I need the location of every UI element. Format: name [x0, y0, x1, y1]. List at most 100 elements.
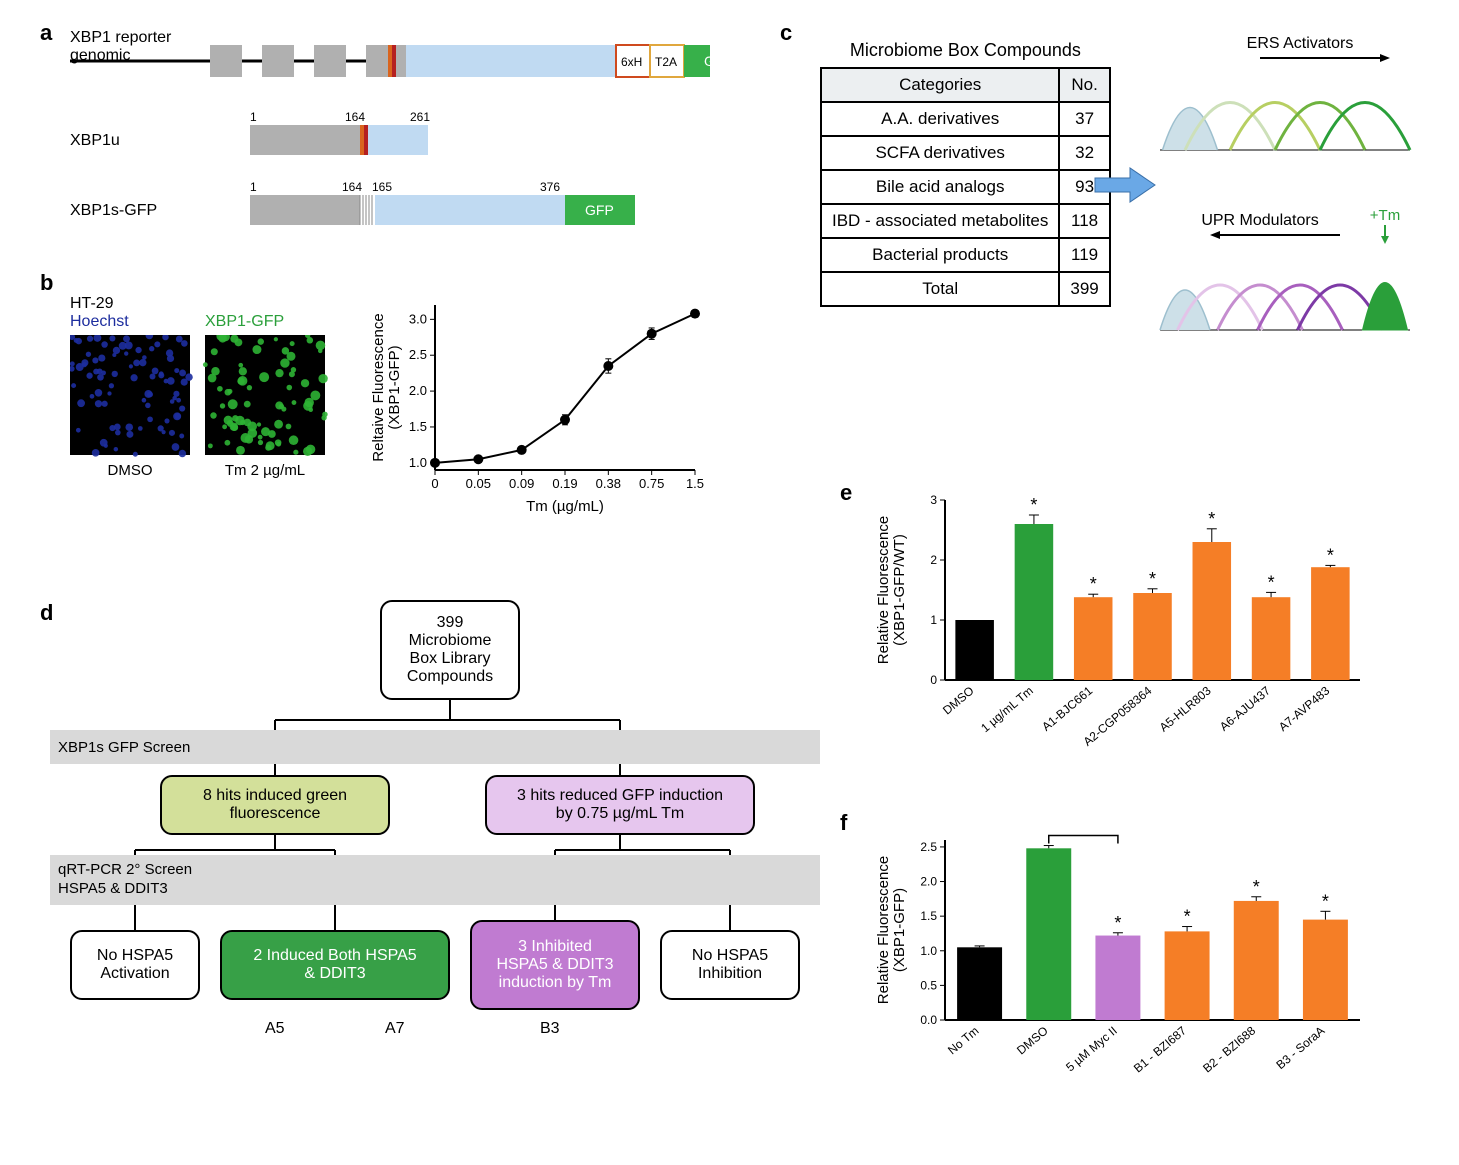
table-row: Total399	[821, 272, 1110, 306]
panel-b-images: DMSO Tm 2 µg/mL	[70, 335, 330, 505]
microbiome-table: Microbiome Box Compounds CategoriesNo. A…	[820, 40, 1111, 307]
svg-text:(XBP1-GFP/WT): (XBP1-GFP/WT)	[891, 534, 908, 646]
svg-text:ERS Activators: ERS Activators	[1247, 35, 1354, 52]
svg-text:Relative Fluorescence: Relative Fluorescence	[875, 516, 892, 664]
panel-a-svg: XBP1 reportergenomic 6xH T2A GFP XBP1u 1 164 26…	[70, 30, 710, 260]
svg-text:1: 1	[930, 613, 937, 627]
svg-text:*: *	[1030, 495, 1037, 515]
box-l2a: No HSPA5 Activation	[70, 930, 200, 1000]
label-e: e	[840, 480, 852, 506]
svg-text:6xH: 6xH	[621, 55, 642, 69]
svg-text:1.0: 1.0	[920, 944, 937, 958]
svg-text:*: *	[1114, 913, 1121, 933]
hoechst-label: Hoechst	[70, 313, 129, 331]
xbp1gfp-label: XBP1-GFP	[205, 313, 284, 331]
label-a5: A5	[265, 1020, 285, 1038]
svg-text:Tm (µg/mL): Tm (µg/mL)	[526, 498, 604, 515]
svg-text:376: 376	[540, 180, 560, 194]
svg-text:Reltaive Fluorescence: Reltaive Fluorescence	[370, 313, 387, 461]
svg-text:A5-HLR803: A5-HLR803	[1157, 683, 1214, 734]
svg-text:1.5: 1.5	[920, 909, 937, 923]
table-row: Bacterial products119	[821, 238, 1110, 272]
svg-text:165: 165	[372, 180, 392, 194]
label-b3: B3	[540, 1020, 560, 1038]
table-row: IBD - associated metabolites118	[821, 204, 1110, 238]
svg-text:XBP1 reporter: XBP1 reporter	[70, 30, 172, 46]
svg-text:+Tm: +Tm	[1370, 207, 1400, 224]
svg-text:*: *	[1322, 891, 1329, 911]
table-title: Microbiome Box Compounds	[820, 40, 1111, 67]
svg-text:164: 164	[345, 110, 365, 124]
svg-text:261: 261	[410, 110, 430, 124]
svg-text:0.38: 0.38	[596, 476, 621, 491]
panel-b: HT-29 Hoechst XBP1-GFP DMSO Tm 2 µg/mL 1.…	[70, 295, 710, 515]
svg-text:0.75: 0.75	[639, 476, 664, 491]
svg-text:5 µM Myc II: 5 µM Myc II	[1063, 1024, 1120, 1075]
figure: a b c d e f XBP1 reportergenomic6xHT2AGF…	[20, 20, 1439, 1145]
svg-text:No Tm: No Tm	[945, 1024, 981, 1058]
box-l1b: 3 hits reduced GFP induction by 0.75 µg/…	[485, 775, 755, 835]
box-l2d: No HSPA5 Inhibition	[660, 930, 800, 1000]
svg-text:2.5: 2.5	[920, 840, 937, 854]
svg-text:*: *	[1327, 545, 1334, 565]
svg-text:3: 3	[930, 493, 937, 507]
svg-text:2.5: 2.5	[409, 347, 427, 362]
svg-text:1.5: 1.5	[686, 476, 704, 491]
label-f: f	[840, 810, 847, 836]
svg-text:0.0: 0.0	[920, 1013, 937, 1027]
svg-text:0.05: 0.05	[466, 476, 491, 491]
box-l1a: 8 hits induced green fluorescence	[160, 775, 390, 835]
panel-d: XBP1s GFP Screen qRT-PCR 2° Screen HSPA5…	[50, 600, 820, 1100]
svg-text:2.0: 2.0	[409, 383, 427, 398]
svg-text:0: 0	[930, 673, 937, 687]
svg-text:A1-BJC661: A1-BJC661	[1039, 683, 1095, 733]
label-a7: A7	[385, 1020, 405, 1038]
svg-text:*: *	[1208, 509, 1215, 529]
svg-text:XBP1u: XBP1u	[70, 132, 120, 149]
svg-text:DMSO: DMSO	[940, 684, 977, 718]
svg-text:0.5: 0.5	[920, 978, 937, 992]
svg-text:XBP1s-GFP: XBP1s-GFP	[70, 202, 157, 219]
svg-text:164: 164	[342, 180, 362, 194]
box-l2c: 3 Inhibited HSPA5 & DDIT3 induction by T…	[470, 920, 640, 1010]
label-b: b	[40, 270, 53, 296]
svg-text:A6-AJU437: A6-AJU437	[1217, 683, 1273, 733]
table-row: A.A. derivatives37	[821, 102, 1110, 136]
panel-c-sketches: ERS Activators UPR Modulators +Tm	[1150, 30, 1430, 360]
panel-c: Microbiome Box Compounds CategoriesNo. A…	[820, 40, 1111, 307]
svg-text:1: 1	[250, 180, 257, 194]
table-row: Bile acid analogs93	[821, 170, 1110, 204]
label-a: a	[40, 20, 52, 46]
svg-text:*: *	[1149, 569, 1156, 589]
svg-text:Relative Fluorescence: Relative Fluorescence	[875, 856, 892, 1004]
svg-text:1 µg/mL Tm: 1 µg/mL Tm	[978, 684, 1036, 736]
screen-band-1-text: XBP1s GFP Screen	[58, 739, 190, 756]
svg-text:genomic: genomic	[70, 47, 130, 64]
svg-text:0: 0	[431, 476, 438, 491]
svg-text:(XBP1-GFP): (XBP1-GFP)	[891, 888, 908, 972]
svg-text:1: 1	[250, 110, 257, 124]
panel-e-chart: 0123DMSO*1 µg/mL Tm*A1-BJC661*A2-CGP0583…	[870, 480, 1370, 800]
svg-text:*: *	[1253, 877, 1260, 897]
svg-text:0.09: 0.09	[509, 476, 534, 491]
screen-band-2: qRT-PCR 2° Screen HSPA5 & DDIT3	[50, 855, 820, 905]
svg-text:DMSO: DMSO	[108, 462, 153, 479]
svg-text:*: *	[1090, 574, 1097, 594]
svg-text:(XBP1-GFP): (XBP1-GFP)	[386, 345, 403, 429]
svg-text:GFP: GFP	[704, 53, 710, 69]
svg-text:1.0: 1.0	[409, 455, 427, 470]
svg-text:2: 2	[930, 553, 937, 567]
label-c: c	[780, 20, 792, 46]
svg-text:T2A: T2A	[655, 55, 677, 69]
ht29-label: HT-29	[70, 295, 114, 313]
screen-band-2-text: qRT-PCR 2° Screen HSPA5 & DDIT3	[58, 861, 192, 899]
box-root: 399 Microbiome Box Library Compounds	[380, 600, 520, 700]
col-header: Categories	[821, 68, 1059, 102]
svg-text:*: *	[1184, 907, 1191, 927]
svg-text:B2 - BZI688: B2 - BZI688	[1200, 1023, 1258, 1075]
svg-text:UPR Modulators: UPR Modulators	[1201, 212, 1318, 229]
col-header: No.	[1059, 68, 1109, 102]
svg-text:Tm 2 µg/mL: Tm 2 µg/mL	[225, 462, 305, 479]
screen-band-1: XBP1s GFP Screen	[50, 730, 820, 764]
svg-text:2.0: 2.0	[920, 875, 937, 889]
